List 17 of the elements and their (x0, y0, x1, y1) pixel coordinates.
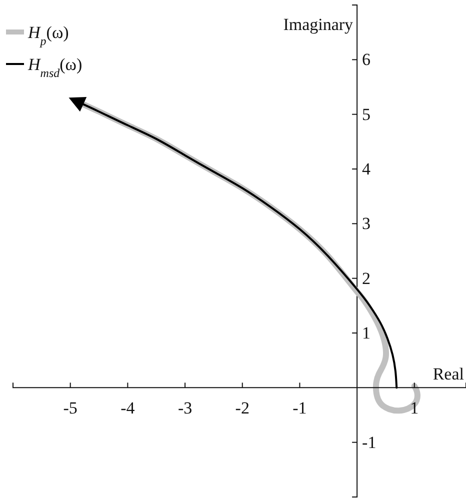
legend-label: H$_{p}$(ω) (27, 23, 69, 48)
x-tick-label: -3 (178, 398, 192, 418)
x-tick-label: -5 (63, 398, 78, 418)
x-tick-label: 1 (410, 398, 419, 418)
y-tick-label: 6 (362, 50, 371, 70)
x-tick-label: -4 (120, 398, 136, 418)
y-tick-label: 2 (362, 268, 371, 288)
x-axis-title: Real (432, 364, 464, 384)
y-tick-label: -1 (362, 432, 376, 452)
y-tick-label: 4 (362, 159, 372, 178)
y-tick-label: 3 (362, 214, 371, 234)
y-tick-label: 1 (362, 323, 371, 342)
x-tick-label: -1 (292, 398, 307, 418)
x-tick-label: -2 (235, 398, 250, 418)
y-axis-title: Imaginary (283, 15, 354, 34)
y-tick-label: 5 (362, 104, 371, 124)
legend-label: H$_{msd}$(ω) (27, 55, 82, 80)
